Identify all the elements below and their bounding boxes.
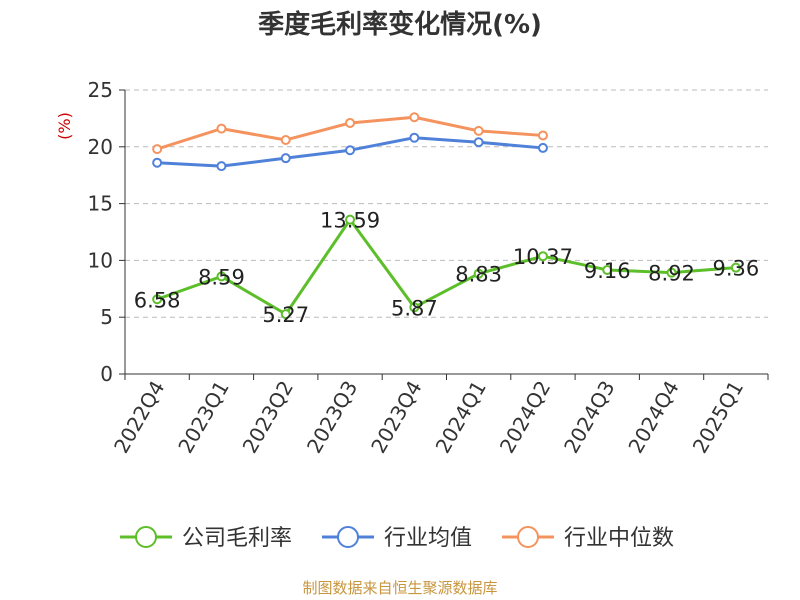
- data-label: 5.87: [391, 296, 438, 320]
- x-tick-label: 2024Q4: [623, 377, 683, 458]
- x-tick-label: 2023Q2: [238, 377, 298, 458]
- data-label: 5.27: [262, 303, 309, 327]
- x-tick-label: 2024Q3: [559, 377, 619, 458]
- data-point: [345, 214, 356, 225]
- x-tick-label: 2024Q2: [495, 377, 555, 458]
- series-line-0: [156, 218, 736, 316]
- data-label: 8.92: [648, 262, 695, 286]
- legend-marker: [337, 526, 359, 548]
- data-point: [666, 267, 677, 278]
- data-label: 9.16: [584, 259, 631, 283]
- y-axis-label: (%): [55, 112, 74, 140]
- legend-label: 行业中位数: [564, 526, 674, 551]
- data-point: [152, 294, 163, 305]
- legend-marker: [135, 526, 157, 548]
- data-point: [152, 157, 163, 168]
- data-point: [473, 137, 484, 148]
- data-point: [216, 161, 227, 172]
- data-point: [473, 125, 484, 136]
- data-label: 6.58: [134, 288, 181, 312]
- data-point: [280, 153, 291, 164]
- data-point: [345, 117, 356, 128]
- y-tick-label: 25: [88, 78, 113, 102]
- data-point: [409, 112, 420, 123]
- x-tick-label: 2023Q3: [302, 377, 362, 458]
- x-tick-label: 2024Q1: [431, 377, 491, 458]
- data-point: [280, 134, 291, 145]
- data-point: [730, 262, 741, 273]
- legend-label: 公司毛利率: [182, 526, 292, 551]
- data-point: [537, 251, 548, 262]
- data-point: [345, 145, 356, 156]
- data-point: [537, 142, 548, 153]
- x-tick-label: 2025Q1: [688, 377, 748, 458]
- y-tick-label: 15: [88, 192, 113, 216]
- data-point: [280, 309, 291, 320]
- data-point: [473, 268, 484, 279]
- data-label: 8.83: [455, 263, 502, 287]
- data-label: 13.59: [320, 209, 380, 233]
- y-tick-label: 20: [88, 135, 113, 159]
- x-tick-label: 2023Q4: [366, 377, 426, 458]
- data-point: [602, 264, 613, 275]
- y-tick-label: 10: [88, 248, 113, 272]
- footer-source: 制图数据来自恒生聚源数据库: [302, 579, 498, 597]
- data-point: [409, 132, 420, 143]
- data-label: 9.36: [712, 257, 759, 281]
- data-point: [409, 302, 420, 313]
- legend-marker: [517, 526, 539, 548]
- legend-label: 行业均值: [384, 526, 472, 551]
- data-point: [152, 144, 163, 155]
- data-label: 10.37: [513, 245, 573, 269]
- data-point: [537, 130, 548, 141]
- chart-title: 季度毛利率变化情况(%): [258, 10, 542, 40]
- y-tick-label: 5: [100, 305, 113, 329]
- data-point: [216, 123, 227, 134]
- x-tick-label: 2022Q4: [109, 377, 169, 458]
- x-tick-label: 2023Q1: [173, 377, 233, 458]
- y-tick-label: 0: [100, 362, 113, 386]
- data-label: 8.59: [198, 265, 245, 289]
- data-point: [216, 271, 227, 282]
